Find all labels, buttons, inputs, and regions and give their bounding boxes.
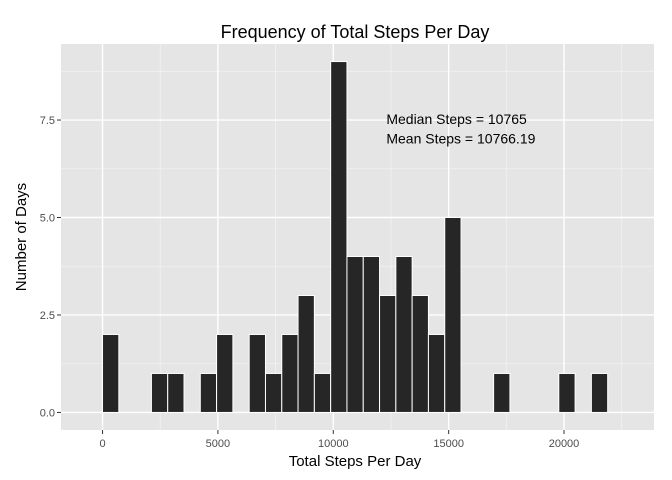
- histogram-bar: [102, 333, 120, 413]
- histogram-bar: [150, 372, 169, 413]
- histogram-bar: [313, 372, 332, 413]
- histogram-bar: [395, 255, 413, 413]
- axes: 0 5000 10000 15000 20000 0.0 2.5 5.0 7.5: [40, 115, 580, 450]
- histogram-bar: [216, 333, 234, 413]
- x-tick-label: 10000: [318, 438, 349, 450]
- y-tick-label: 7.5: [40, 115, 55, 127]
- histogram-bar: [281, 333, 299, 413]
- y-tick-label: 0.0: [40, 407, 55, 419]
- histogram-bar: [444, 217, 462, 413]
- histogram-bar: [493, 372, 511, 413]
- histogram-bar: [362, 255, 381, 413]
- y-tick-label: 2.5: [40, 310, 55, 322]
- x-tick-label: 5000: [206, 438, 230, 450]
- histogram-bar: [199, 372, 218, 413]
- histogram-bar: [427, 333, 446, 413]
- annotation-label: Median Steps = 10765: [386, 111, 527, 127]
- x-tick-label: 15000: [433, 438, 464, 450]
- annotations: Median Steps = 10765 Mean Steps = 10766.1…: [386, 111, 535, 146]
- histogram-bar: [558, 372, 576, 413]
- histogram-bar: [264, 372, 283, 413]
- y-axis-title: Number of Days: [13, 183, 30, 291]
- histogram-bar: [411, 294, 429, 413]
- histogram-bars: [102, 61, 609, 413]
- x-axis-title: Total Steps Per Day: [289, 453, 422, 470]
- histogram-bar: [379, 294, 397, 413]
- chart-title: Frequency of Total Steps Per Day: [221, 22, 490, 42]
- annotation-label: Mean Steps = 10766.19: [386, 130, 535, 146]
- x-tick-label: 20000: [549, 438, 580, 450]
- histogram-bar: [248, 333, 266, 413]
- histogram-bar: [167, 372, 185, 413]
- x-tick-label: 0: [99, 438, 105, 450]
- histogram-bar: [346, 255, 364, 413]
- y-tick-label: 5.0: [40, 213, 55, 225]
- histogram-bar: [590, 372, 609, 413]
- histogram-bar: [330, 61, 348, 413]
- histogram-bar: [297, 294, 315, 413]
